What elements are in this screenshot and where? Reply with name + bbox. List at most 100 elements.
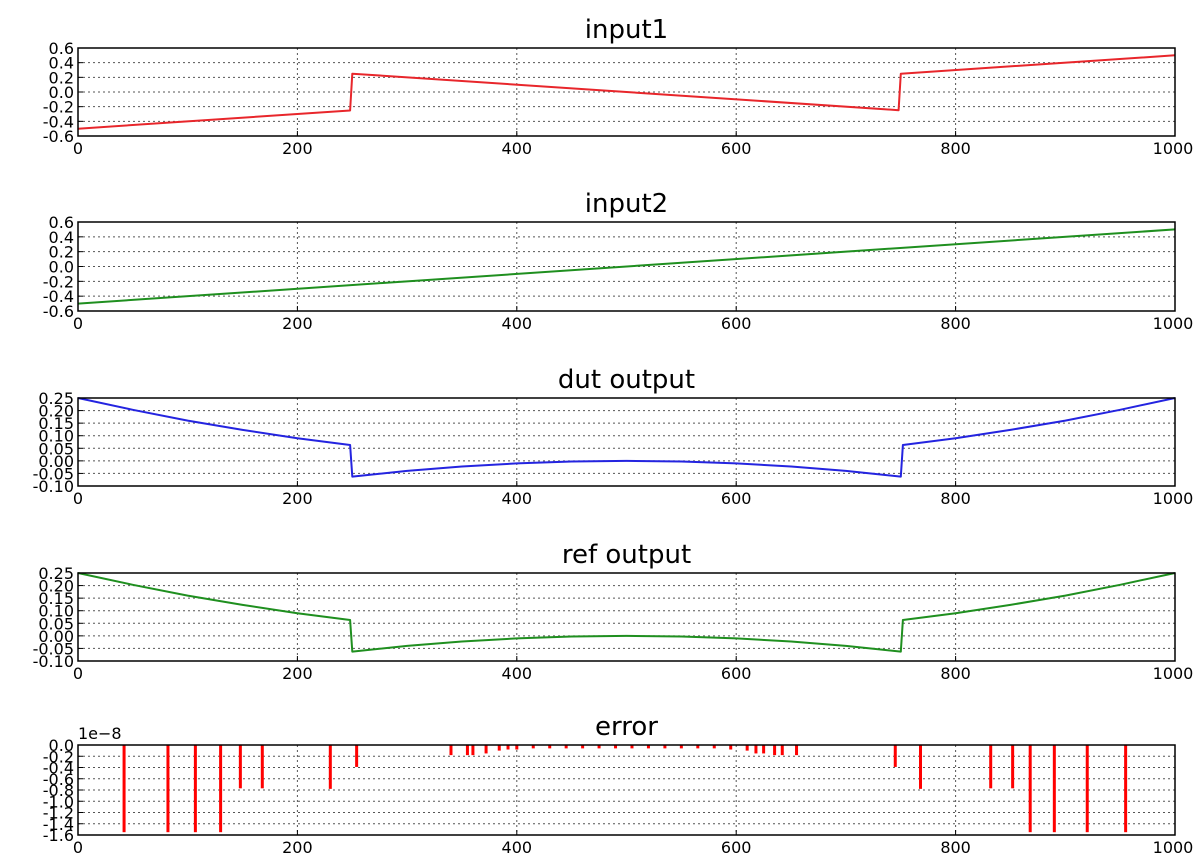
error-bar <box>795 745 799 756</box>
error-bar <box>663 745 667 749</box>
error-bar <box>780 745 784 756</box>
panel-input1: input1 0.60.40.20.0-0.2-0.4-0.60 200 400 600… <box>43 15 1194 158</box>
plot-frame <box>77 47 1176 137</box>
error-bar <box>712 745 716 749</box>
error-bar <box>328 745 332 789</box>
y-tick-label: 0.15 <box>38 414 74 433</box>
y-tick-label: -0.10 <box>33 477 74 496</box>
x-tick-label: 200 <box>282 489 313 508</box>
x-tick-label: 200 <box>282 314 313 333</box>
x-tick-label: 800 <box>940 489 971 508</box>
x-tick-label: 400 <box>502 664 533 683</box>
y-tick-label: 0.0 <box>49 736 74 755</box>
error-bar <box>166 745 170 833</box>
error-bar <box>355 745 359 767</box>
x-tick-label: 200 <box>282 838 313 857</box>
error-bar <box>773 745 777 756</box>
error-bar <box>1085 745 1089 833</box>
error-bar <box>1124 745 1128 833</box>
x-tick-label: 1000 <box>1153 838 1194 857</box>
y-tick-label: 0.4 <box>49 228 74 247</box>
error-bar <box>918 745 922 789</box>
plot-frame <box>77 572 1176 662</box>
error-bar <box>193 745 197 833</box>
y-tick-label: -1.6 <box>43 826 74 845</box>
y-tick-label: -0.2 <box>43 747 74 766</box>
y-tick-label: -0.6 <box>43 127 74 146</box>
series-line-dut-output <box>77 397 1176 478</box>
x-tick-label: 1000 <box>1153 314 1194 333</box>
y-tick-label: 0.2 <box>49 243 74 262</box>
error-bar <box>471 745 475 756</box>
error-bar <box>531 745 535 749</box>
error-bar <box>597 745 601 749</box>
y-tick-label: -1.2 <box>43 804 74 823</box>
panel-title: input2 <box>585 189 668 219</box>
y-tick-label: -0.4 <box>43 287 74 306</box>
y-tick-label: 0.15 <box>38 589 74 608</box>
x-tick-label: 800 <box>940 139 971 158</box>
y-tick-label: -1.4 <box>43 815 74 834</box>
error-bar <box>614 745 618 749</box>
y-tick-label: 0.4 <box>49 54 74 73</box>
error-bar <box>238 745 242 789</box>
panel-error: error 1e−80.0-0.2-0.4-0.6-0.8-1.0-1.2-1.4… <box>43 712 1194 857</box>
x-tick-label: 200 <box>282 664 313 683</box>
y-tick-label: -0.10 <box>33 652 74 671</box>
x-tick-label: 0 <box>73 314 83 333</box>
x-tick-label: 600 <box>721 838 752 857</box>
error-bar <box>465 745 469 756</box>
panel-title: dut output <box>558 365 695 395</box>
y-tick-label: -0.2 <box>43 272 74 291</box>
y-tick-label: -0.8 <box>43 781 74 800</box>
error-bar <box>581 745 585 749</box>
error-bar <box>548 745 552 749</box>
y-tick-label: 0.25 <box>38 564 74 583</box>
panel-title: error <box>595 712 658 742</box>
x-tick-label: 600 <box>721 664 752 683</box>
error-bar <box>1011 745 1015 789</box>
series-line-input1 <box>77 54 1176 130</box>
x-tick-label: 0 <box>73 139 83 158</box>
panel-title: ref output <box>562 540 691 570</box>
y-tick-label: 0.05 <box>38 439 74 458</box>
error-bar <box>745 745 749 751</box>
y-tick-label: 0.20 <box>38 577 74 596</box>
error-bar <box>484 745 488 754</box>
y-tick-label: 0.10 <box>38 427 74 446</box>
error-bar <box>506 745 510 750</box>
y-tick-label: -0.05 <box>33 639 74 658</box>
x-tick-label: 800 <box>940 838 971 857</box>
y-tick-label: -0.6 <box>43 302 74 321</box>
panel-title: input1 <box>585 15 668 45</box>
error-bar <box>893 745 897 767</box>
y-tick-label: -0.2 <box>43 98 74 117</box>
error-bar <box>260 745 264 789</box>
y-tick-label: 0.00 <box>38 452 74 471</box>
x-tick-label: 600 <box>721 314 752 333</box>
y-tick-label: -0.6 <box>43 770 74 789</box>
y-tick-label: 0.6 <box>49 39 74 58</box>
x-tick-label: 1000 <box>1153 139 1194 158</box>
panel-input2: input2 0.60.40.20.0-0.2-0.4-0.60 200 400 600… <box>43 189 1194 333</box>
plot-frame <box>77 397 1176 487</box>
error-bar <box>989 745 993 789</box>
y-tick-label: 0.0 <box>49 83 74 102</box>
error-bar <box>564 745 568 749</box>
y-tick-label: 0.10 <box>38 602 74 621</box>
x-tick-label: 800 <box>940 664 971 683</box>
error-bar <box>1028 745 1032 833</box>
y-tick-label: -1.0 <box>43 792 74 811</box>
series-line-ref-output <box>77 572 1176 653</box>
error-bar <box>754 745 758 754</box>
y-tick-label: -0.4 <box>43 759 74 778</box>
x-tick-label: 1000 <box>1153 664 1194 683</box>
y-tick-label: -0.05 <box>33 464 74 483</box>
error-bar <box>630 745 634 749</box>
panel-ref-output: ref output 0.250.200.150.100.050.00-0.05-… <box>33 540 1194 683</box>
x-tick-label: 400 <box>502 139 533 158</box>
x-tick-label: 400 <box>502 489 533 508</box>
plot-frame <box>77 221 1176 312</box>
error-bar <box>219 745 223 833</box>
